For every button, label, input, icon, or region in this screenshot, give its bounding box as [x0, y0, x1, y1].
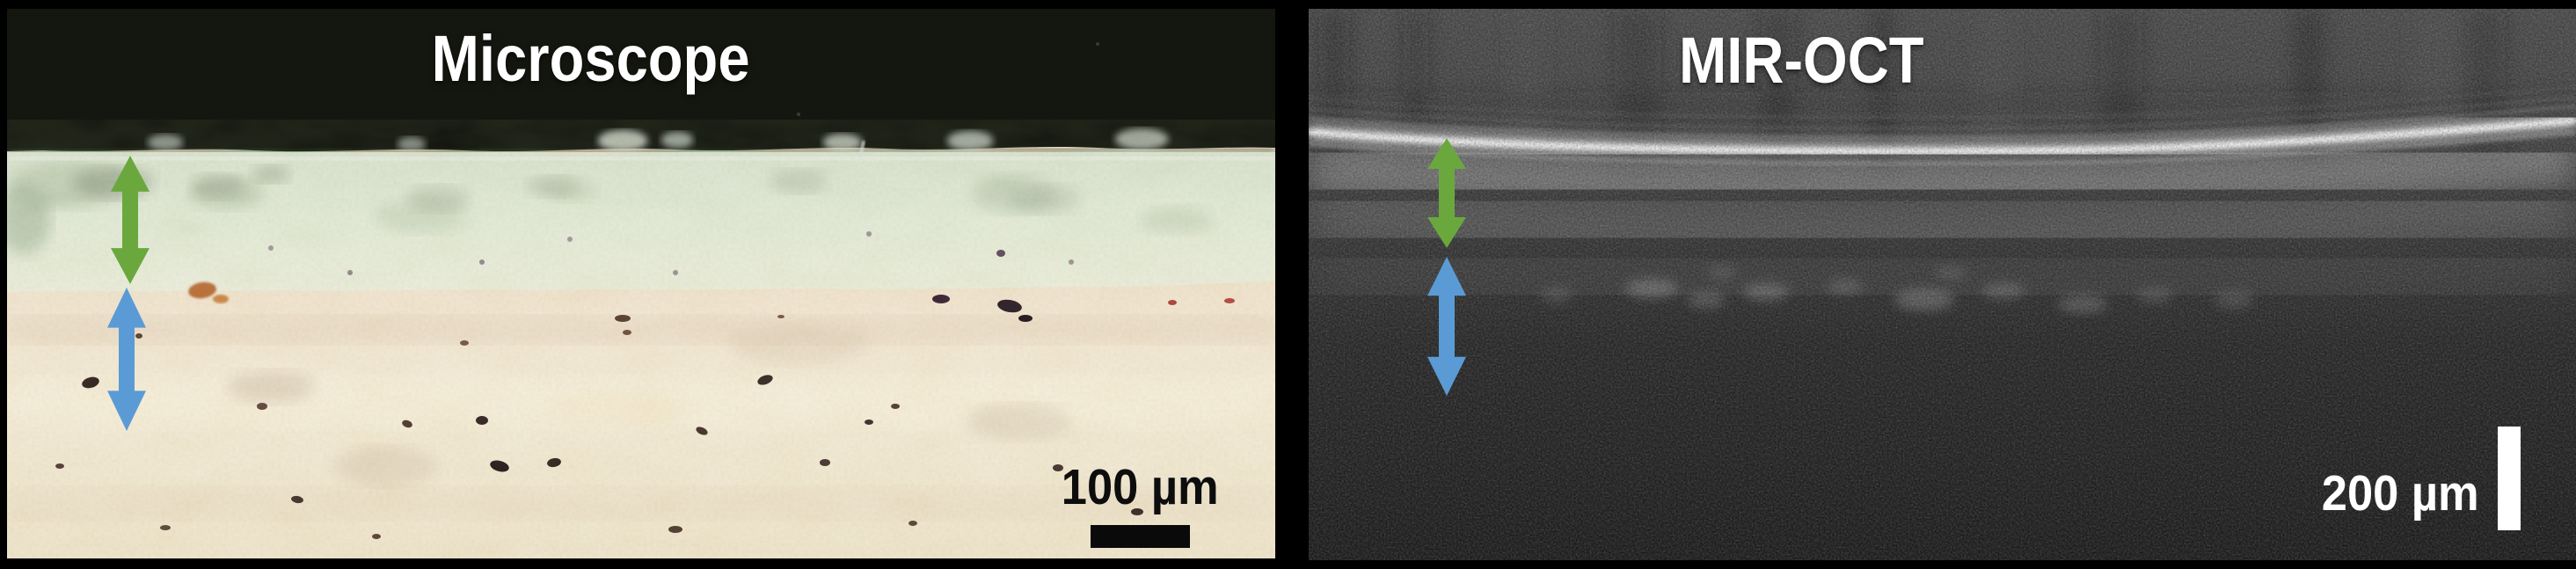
mir-oct-title-label: MIR-OCT [1449, 28, 2153, 93]
blue-layer-thickness-arrow [1427, 257, 1466, 396]
microscope-scale-label: 100 µm [964, 463, 1275, 513]
microscope-cross-section-image [7, 9, 1275, 558]
microscope-title-label: Microscope [239, 26, 943, 91]
panel-microscope: Microscope 100 µm [7, 9, 1275, 558]
green-layer-thickness-arrow [1427, 138, 1466, 248]
speckle-noise-light [1309, 9, 2576, 560]
blue-double-arrow-shape [107, 288, 146, 431]
green-double-arrow-shape [111, 156, 150, 284]
mir-oct-scale-label: 200 µm [2224, 469, 2576, 519]
green-layer-thickness-arrow [111, 156, 150, 284]
mir-oct-scale-bar [2498, 427, 2521, 530]
grain-texture [7, 141, 1275, 558]
blue-double-arrow-shape [1427, 257, 1466, 396]
green-double-arrow-shape [1427, 138, 1466, 248]
microscope-scale-bar [1091, 525, 1190, 548]
mir-oct-scale-text: 200 µm [2321, 465, 2479, 522]
panel-mir-oct: MIR-OCT 200 µm [1309, 9, 2576, 560]
microscope-title-text: Microscope [432, 22, 750, 95]
microscope-scale-text: 100 µm [1061, 459, 1219, 515]
oct-bscan-image [1309, 9, 2576, 560]
blue-layer-thickness-arrow [107, 288, 146, 431]
mir-oct-title-text: MIR-OCT [1678, 24, 1924, 97]
